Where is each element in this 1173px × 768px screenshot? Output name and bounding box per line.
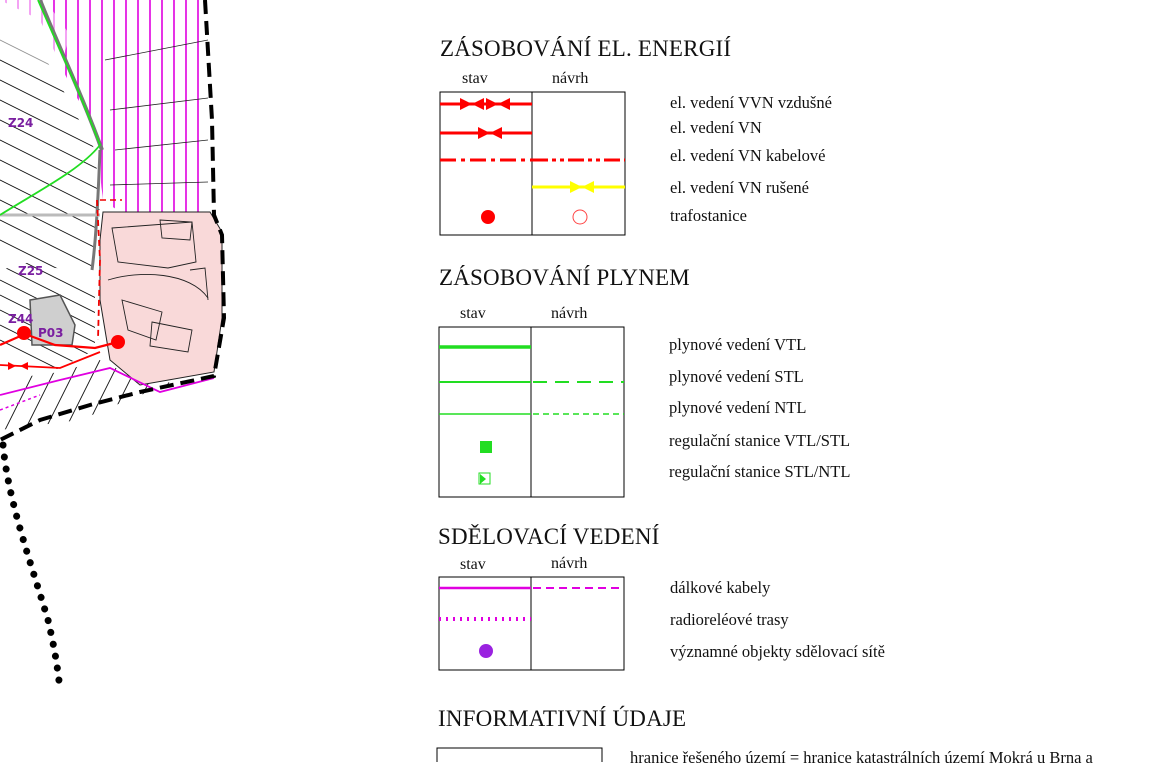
map-fragment: Z24 Z25 Z44 P03: [0, 0, 227, 694]
column-navrh: návrh: [552, 70, 589, 87]
column-stav: stav: [460, 556, 486, 573]
label-z44: Z44: [8, 312, 33, 326]
legend-item: hranice řešeného území = hranice katastr…: [630, 748, 1093, 767]
legend-item: regulační stanice STL/NTL: [669, 462, 851, 481]
symbol-transformer-existing: [481, 210, 495, 224]
symbol-transformer-proposed: [572, 209, 588, 225]
column-navrh: návrh: [551, 555, 588, 572]
column-navrh: návrh: [551, 305, 588, 322]
symbol-reg-stl-ntl: [478, 472, 491, 485]
transformer-dot: [111, 335, 125, 349]
symbol-telecom-object: [479, 644, 493, 658]
section-title-gas: ZÁSOBOVÁNÍ PLYNEM: [439, 265, 690, 290]
column-stav: stav: [462, 70, 488, 87]
power-line: [0, 332, 119, 350]
gas-line: [0, 0, 102, 216]
section-title-telecom: SDĚLOVACÍ VEDENÍ: [438, 524, 660, 549]
boundary-dotted: [0, 441, 64, 694]
symbol-reg-vtl-stl: [480, 441, 492, 453]
label-z24: Z24: [8, 116, 33, 130]
transformer-dot: [17, 326, 31, 340]
legend-item: el. vedení VN: [670, 118, 762, 137]
legend-item: regulační stanice VTL/STL: [669, 431, 851, 450]
legend-item: plynové vedení NTL: [669, 398, 807, 417]
legend-item: el. vedení VVN vzdušné: [670, 93, 832, 112]
legend-item: el. vedení VN rušené: [670, 178, 809, 197]
section-title-info: INFORMATIVNÍ ÚDAJE: [438, 706, 687, 731]
legend-item: el. vedení VN kabelové: [670, 146, 826, 165]
legend-item: radioreléové trasy: [670, 610, 789, 629]
label-p03: P03: [38, 326, 64, 340]
symbol-vn: [440, 127, 532, 139]
legend-item: významné objekty sdělovací sítě: [670, 642, 885, 661]
symbol-vn-removed: [532, 181, 625, 193]
legend-item: plynové vedení STL: [669, 367, 804, 386]
boundary-dashed: [0, 0, 227, 442]
section-title-electricity: ZÁSOBOVÁNÍ EL. ENERGIÍ: [440, 36, 732, 61]
legend-item: plynové vedení VTL: [669, 335, 807, 354]
symbol-vvn: [440, 98, 532, 110]
column-stav: stav: [460, 305, 486, 322]
label-z25: Z25: [18, 264, 43, 278]
legend-item: trafostanice: [670, 206, 747, 225]
parcel-hatch: [0, 19, 100, 270]
legend-item: dálkové kabely: [670, 578, 771, 597]
